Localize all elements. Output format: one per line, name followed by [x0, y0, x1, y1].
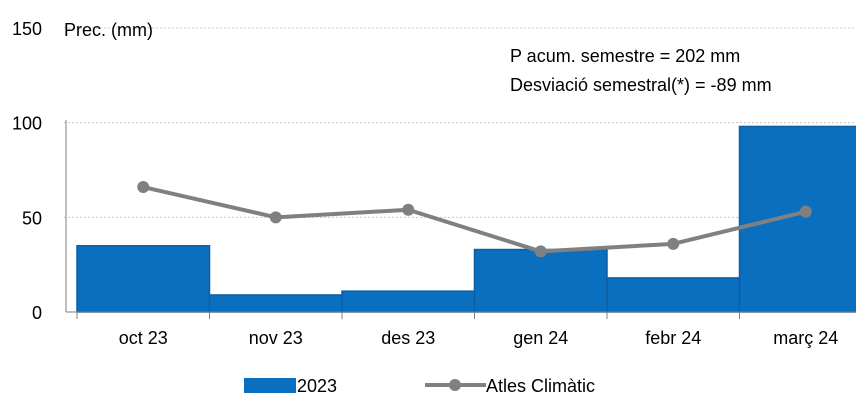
- x-category-1: nov 23: [249, 328, 303, 348]
- bar-1: [208, 294, 343, 313]
- legend-label-2023: 2023: [297, 376, 337, 396]
- annotation-deviation: Desviació semestral(*) = -89 mm: [510, 75, 772, 95]
- bar-2: [341, 290, 476, 313]
- legend-marker-atles: [449, 379, 461, 391]
- line-point-2: [402, 203, 415, 216]
- line-path: [142, 185, 807, 254]
- x-axis-categories: oct 23 nov 23 des 23 gen 24 febr 24 març 24: [119, 328, 839, 348]
- y-tick-0: 0: [32, 303, 42, 323]
- line-point-4: [667, 237, 680, 250]
- x-category-5: març 24: [773, 328, 838, 348]
- y-axis-ticks: 0 50 100 150: [12, 19, 42, 323]
- x-category-2: des 23: [381, 328, 435, 348]
- bar-0: [76, 244, 211, 313]
- y-tick-50: 50: [22, 208, 42, 228]
- line-series-atles-climatic: [137, 181, 812, 258]
- x-axis: [65, 120, 856, 319]
- x-category-3: gen 24: [513, 328, 568, 348]
- annotation-accumulated: P acum. semestre = 202 mm: [510, 46, 740, 66]
- bar-3: [473, 248, 608, 313]
- legend-swatch-2023: [244, 378, 296, 393]
- legend-label-atles: Atles Climàtic: [486, 376, 595, 396]
- gridlines: [64, 27, 856, 218]
- bar-4: [606, 277, 741, 313]
- x-category-0: oct 23: [119, 328, 168, 348]
- y-tick-100: 100: [12, 114, 42, 134]
- x-category-4: febr 24: [645, 328, 701, 348]
- legend: 2023 Atles Climàtic: [244, 376, 595, 396]
- bar-5: [738, 125, 856, 313]
- line-point-3: [534, 245, 547, 258]
- line-point-1: [269, 211, 282, 224]
- line-point-0: [137, 181, 150, 194]
- y-tick-150: 150: [12, 19, 42, 39]
- y-axis-label: Prec. (mm): [64, 20, 153, 40]
- bar-series-2023: [76, 125, 856, 313]
- line-point-5: [799, 205, 812, 218]
